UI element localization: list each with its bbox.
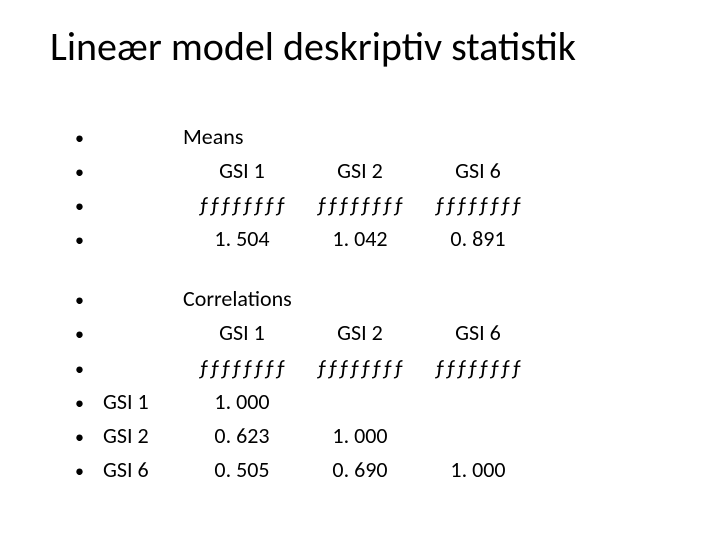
bullet-icon: • [75, 193, 103, 221]
means-header: GSI 6 [419, 154, 537, 188]
corr-value: 0. 623 [183, 419, 301, 453]
slide-content: • Means • GSI 1 GSI 2 GSI 6 • ƒƒƒƒƒƒƒƒ ƒ… [75, 120, 655, 487]
means-value: 0. 891 [419, 222, 537, 256]
corr-row-label: GSI 2 [103, 419, 183, 453]
corr-value: 1. 000 [183, 385, 301, 419]
bullet-icon: • [75, 458, 103, 486]
corr-row-label: GSI 1 [103, 385, 183, 419]
corr-row: • GSI 1 1. 000 [75, 385, 655, 419]
corr-value: 1. 000 [419, 453, 537, 487]
bullet-icon: • [75, 424, 103, 452]
means-header: GSI 2 [301, 154, 419, 188]
corr-value: 0. 505 [183, 453, 301, 487]
block-spacer [75, 256, 655, 282]
bullet-icon: • [75, 321, 103, 349]
correlations-label: Correlations [183, 282, 292, 316]
corr-row-label: GSI 6 [103, 453, 183, 487]
corr-row: • GSI 2 0. 623 1. 000 [75, 419, 655, 453]
means-header-row: • GSI 1 GSI 2 GSI 6 [75, 154, 655, 188]
means-value: 1. 504 [183, 222, 301, 256]
corr-header: GSI 2 [301, 316, 419, 350]
corr-separator-row: • ƒƒƒƒƒƒƒƒ ƒƒƒƒƒƒƒƒ ƒƒƒƒƒƒƒƒ [75, 351, 655, 385]
means-header: GSI 1 [183, 154, 301, 188]
bullet-icon: • [75, 227, 103, 255]
means-label-row: • Means [75, 120, 655, 154]
corr-label-row: • Correlations [75, 282, 655, 316]
corr-header-row: • GSI 1 GSI 2 GSI 6 [75, 316, 655, 350]
slide-title: Lineær model deskriptiv statistik [50, 22, 576, 71]
bullet-icon: • [75, 287, 103, 315]
separator: ƒƒƒƒƒƒƒƒ [301, 351, 419, 385]
means-separator-row: • ƒƒƒƒƒƒƒƒ ƒƒƒƒƒƒƒƒ ƒƒƒƒƒƒƒƒ [75, 188, 655, 222]
bullet-icon: • [75, 356, 103, 384]
corr-value: 1. 000 [301, 419, 419, 453]
separator: ƒƒƒƒƒƒƒƒ [301, 188, 419, 222]
means-value: 1. 042 [301, 222, 419, 256]
separator: ƒƒƒƒƒƒƒƒ [419, 188, 537, 222]
means-values-row: • 1. 504 1. 042 0. 891 [75, 222, 655, 256]
separator: ƒƒƒƒƒƒƒƒ [419, 351, 537, 385]
means-label: Means [183, 120, 243, 154]
separator: ƒƒƒƒƒƒƒƒ [183, 351, 301, 385]
bullet-icon: • [75, 159, 103, 187]
slide: Lineær model deskriptiv statistik • Mean… [0, 0, 720, 540]
corr-header: GSI 6 [419, 316, 537, 350]
bullet-icon: • [75, 390, 103, 418]
separator: ƒƒƒƒƒƒƒƒ [183, 188, 301, 222]
corr-value: 0. 690 [301, 453, 419, 487]
corr-row: • GSI 6 0. 505 0. 690 1. 000 [75, 453, 655, 487]
corr-header: GSI 1 [183, 316, 301, 350]
bullet-icon: • [75, 125, 103, 153]
